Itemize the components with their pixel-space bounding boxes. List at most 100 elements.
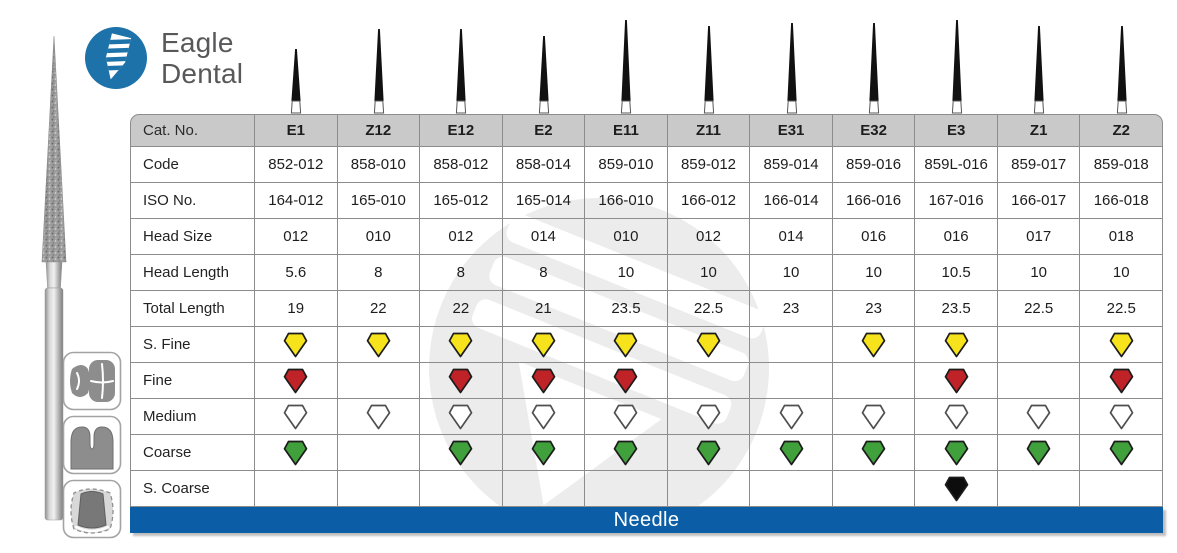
coarse-diamond-icon	[944, 440, 968, 465]
s_fine-diamond-icon	[614, 332, 638, 357]
bur-silhouette-icon	[1034, 26, 1045, 114]
value-cell: 012	[420, 219, 503, 255]
medium-diamond-icon	[779, 404, 803, 429]
medium-diamond-icon	[366, 404, 391, 429]
tooth-prep-icon	[62, 479, 122, 539]
grit-cell	[1080, 363, 1163, 399]
medium-diamond-icon	[944, 404, 968, 429]
s_fine-diamond-icon	[448, 332, 473, 357]
value-cell: 10.5	[915, 255, 998, 291]
fine-diamond-icon	[614, 368, 638, 393]
coarse-diamond-icon	[448, 440, 473, 465]
row-label: S. Fine	[130, 327, 255, 363]
bur-silhouette-cell	[338, 8, 421, 114]
grit-cell	[420, 363, 503, 399]
value-cell: 23	[832, 291, 916, 327]
grit-cell	[832, 363, 916, 399]
brand-name-line2: Dental	[161, 58, 244, 89]
value-cell: 859-012	[667, 147, 751, 183]
fine-diamond-icon	[944, 368, 968, 393]
s_fine-diamond-icon	[861, 332, 886, 357]
grit-cell	[915, 399, 998, 435]
grit-cell	[420, 471, 503, 507]
value-cell: 165-010	[337, 183, 421, 219]
grit-cell	[585, 435, 668, 471]
coarse-diamond-icon	[779, 440, 803, 465]
grit-cell	[750, 435, 833, 471]
row-label: Fine	[130, 363, 255, 399]
s_fine-diamond-icon	[1109, 332, 1134, 357]
s_fine-diamond-icon	[283, 332, 308, 357]
grit-cell	[255, 363, 338, 399]
medium-diamond-icon	[448, 404, 473, 429]
catalog-table: Cat. No. E1 Z12 E12 E2 E11 Z11 E31 E32 E3 Z1 Z2 Code…	[130, 8, 1163, 533]
value-cell: 10	[585, 255, 668, 291]
brand-name: Eagle Dental	[161, 27, 243, 89]
value-cell: 016	[915, 219, 998, 255]
row-label: S. Coarse	[130, 471, 255, 507]
grit-cell	[502, 363, 586, 399]
value-cell: 21	[502, 291, 586, 327]
value-cell: 23.5	[585, 291, 668, 327]
grit-cell	[915, 435, 998, 471]
grit-cell	[255, 435, 338, 471]
grit-cell	[502, 399, 586, 435]
value-cell: 166-016	[832, 183, 916, 219]
value-cell: 8	[420, 255, 503, 291]
watermark-logo	[422, 196, 776, 507]
value-cell: 166-017	[997, 183, 1081, 219]
row-label: Code	[130, 147, 255, 183]
grit-cell	[997, 363, 1081, 399]
value-cell: 19	[255, 291, 338, 327]
bur-silhouette-cell	[833, 8, 916, 114]
grit-cell	[667, 471, 751, 507]
grit-cell	[915, 471, 998, 507]
value-cell: 10	[832, 255, 916, 291]
medium-diamond-icon	[614, 404, 638, 429]
grit-cell	[997, 399, 1081, 435]
fine-diamond-icon	[448, 368, 473, 393]
bur-silhouette-cell	[998, 8, 1081, 114]
crown-section-icon	[62, 415, 122, 475]
bur-silhouette-cell	[255, 8, 338, 114]
medium-diamond-icon	[1026, 404, 1051, 429]
cat-no-header: E11	[585, 114, 668, 147]
value-cell: 014	[750, 219, 833, 255]
value-cell: 23	[750, 291, 833, 327]
coarse-diamond-icon	[614, 440, 638, 465]
value-cell: 010	[337, 219, 421, 255]
grit-cell	[420, 327, 503, 363]
value-cell: 22	[420, 291, 503, 327]
value-cell: 8	[337, 255, 421, 291]
row-label: Head Size	[130, 219, 255, 255]
grit-cell	[997, 471, 1081, 507]
cat-no-header: E3	[915, 114, 998, 147]
grit-cell	[337, 435, 421, 471]
grit-cell	[832, 327, 916, 363]
coarse-diamond-icon	[696, 440, 721, 465]
grit-cell	[337, 327, 421, 363]
grit-cell	[832, 471, 916, 507]
medium-diamond-icon	[1109, 404, 1134, 429]
fine-diamond-icon	[283, 368, 308, 393]
value-cell: 858-010	[337, 147, 421, 183]
bur-photo	[41, 35, 67, 521]
value-cell: 164-012	[255, 183, 338, 219]
fine-diamond-icon	[1109, 368, 1134, 393]
value-cell: 859-018	[1080, 147, 1163, 183]
row-label: Medium	[130, 399, 255, 435]
bur-silhouette-cell	[585, 8, 668, 114]
s_coarse-diamond-icon	[944, 476, 968, 501]
bur-silhouette-icon	[621, 20, 632, 114]
bur-silhouette-cell	[1080, 8, 1163, 114]
value-cell: 012	[255, 219, 338, 255]
value-cell: 859-014	[750, 147, 833, 183]
grit-cell	[667, 399, 751, 435]
grit-cell	[750, 399, 833, 435]
cat-no-header: E2	[502, 114, 586, 147]
value-cell: 8	[502, 255, 586, 291]
cat-no-header: Z2	[1080, 114, 1163, 147]
grit-cell	[997, 327, 1081, 363]
fine-diamond-icon	[531, 368, 556, 393]
